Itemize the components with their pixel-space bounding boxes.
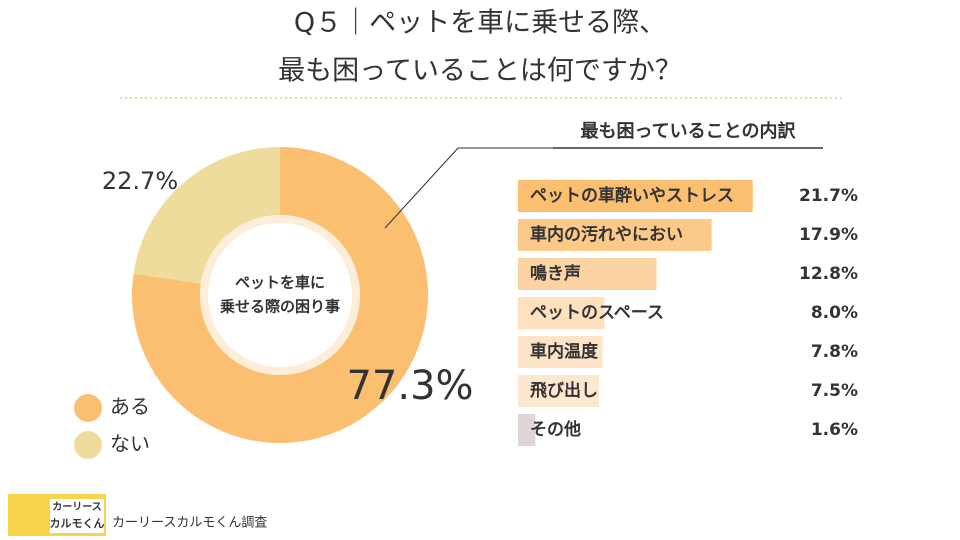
value-label: 1.6% [811,420,858,440]
title-line: 最も困っていることは何ですか？ [278,56,682,87]
bar [518,297,605,329]
value-label: 7.5% [811,381,858,401]
donut-ring [200,215,360,375]
bar [518,414,536,446]
value-label: 17.9% [799,225,858,245]
bar [518,180,753,212]
center-label: ペットを車に [235,274,325,292]
logo-text: カーリース [52,501,102,513]
subtitle: 最も困っていることの内訳 [581,120,797,142]
legend-label: ある [110,395,150,419]
value-label: 77.3% [346,363,473,409]
value-label: 7.8% [811,342,858,362]
center-label: 乗せる際の困り事 [220,298,340,316]
logo-text: カルモくん [50,517,105,530]
legend-swatch [74,394,102,422]
category-label: 鳴き声 [530,263,581,284]
donut-slice [133,147,280,284]
legend-swatch [74,431,102,459]
value-label: 12.8% [799,264,858,284]
donut-slice [132,147,429,444]
category-label: その他 [530,419,581,440]
category-label: 車内温度 [530,341,599,362]
category-label: ペットの車酔いやストレス [530,185,734,206]
value-label: 22.7% [102,167,178,195]
category-label: 車内の汚れやにおい [530,224,683,245]
bar [518,375,600,407]
logo-inner [50,499,104,533]
bar [518,258,657,290]
bar [518,336,603,368]
value-label: 21.7% [799,186,858,206]
bar [518,219,712,251]
category-label: ペットのスペース [530,303,664,323]
legend-label: ない [110,432,150,456]
category-label: 飛び出し [529,380,598,401]
source: カーリースカルモくん調査 [112,516,267,531]
title-line: Q５｜ペットを車に乗せる際、 [294,8,666,39]
leader-line [384,147,459,229]
value-label: 8.0% [811,303,858,323]
